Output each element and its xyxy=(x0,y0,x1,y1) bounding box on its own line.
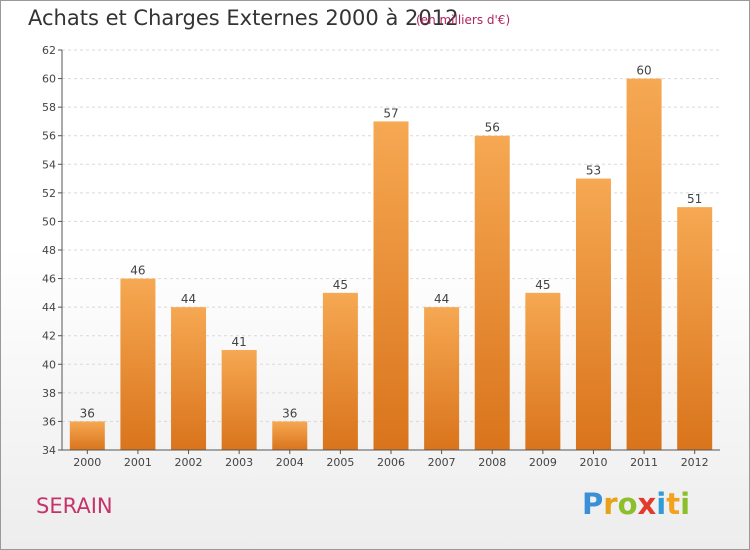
bar xyxy=(69,421,105,450)
bar-value-label: 36 xyxy=(282,406,297,420)
brand-letter: t xyxy=(666,487,681,521)
bar-value-label: 41 xyxy=(232,335,247,349)
bar-value-label: 44 xyxy=(181,292,196,306)
bar-value-label: 44 xyxy=(434,292,449,306)
bar-value-label: 53 xyxy=(586,164,601,178)
bar xyxy=(322,292,358,450)
x-tick-label: 2003 xyxy=(225,456,253,469)
bar xyxy=(171,307,207,450)
bar xyxy=(626,78,662,451)
x-tick-label: 2009 xyxy=(529,456,557,469)
bar xyxy=(525,292,561,450)
bar xyxy=(575,178,611,451)
y-tick-label: 62 xyxy=(42,44,56,57)
y-tick-label: 54 xyxy=(42,158,56,171)
x-tick-label: 2007 xyxy=(428,456,456,469)
x-tick-label: 2005 xyxy=(326,456,354,469)
location-name: SERAIN xyxy=(36,494,113,518)
y-tick-label: 48 xyxy=(42,244,56,257)
brand-letter: i xyxy=(656,487,667,521)
bar-value-label: 51 xyxy=(687,192,702,206)
brand-letter: x xyxy=(637,487,657,521)
x-tick-label: 2001 xyxy=(124,456,152,469)
x-tick-label: 2010 xyxy=(579,456,607,469)
y-tick-label: 40 xyxy=(42,358,56,371)
bar xyxy=(120,278,156,450)
brand-letter: r xyxy=(603,487,618,521)
y-tick-label: 58 xyxy=(42,101,56,114)
bar-value-label: 45 xyxy=(333,278,348,292)
x-tick-label: 2004 xyxy=(276,456,304,469)
brand-letter: P xyxy=(582,487,604,521)
bar-value-label: 45 xyxy=(535,278,550,292)
y-tick-label: 36 xyxy=(42,415,56,428)
y-tick-label: 38 xyxy=(42,387,56,400)
bar xyxy=(677,207,713,450)
bar xyxy=(272,421,308,450)
bar-layer xyxy=(69,78,713,451)
label-layer: 36 46 44 41 36 45 57 44 56 45 53 60 51 xyxy=(80,64,703,421)
x-tick-label: 2000 xyxy=(73,456,101,469)
x-tick-label: 2008 xyxy=(478,456,506,469)
y-tick-label: 34 xyxy=(42,444,56,457)
y-tick-label: 42 xyxy=(42,330,56,343)
bar-value-label: 56 xyxy=(485,121,500,135)
y-tick-label: 60 xyxy=(42,73,56,86)
x-tick-label: 2002 xyxy=(175,456,203,469)
bar-value-label: 60 xyxy=(636,64,651,78)
chart-subtitle: (en milliers d'€) xyxy=(416,13,511,27)
chart-title: Achats et Charges Externes 2000 à 2012 xyxy=(28,6,459,30)
y-tick-label: 46 xyxy=(42,273,56,286)
bar-value-label: 46 xyxy=(130,264,145,278)
y-tick-label: 56 xyxy=(42,130,56,143)
y-tick-label: 52 xyxy=(42,187,56,200)
y-tick-label: 44 xyxy=(42,301,56,314)
x-tick-label: 2012 xyxy=(681,456,709,469)
brand-letter: i xyxy=(680,487,691,521)
bar-value-label: 36 xyxy=(80,406,95,420)
bar xyxy=(373,121,409,450)
bar-value-label: 57 xyxy=(383,106,398,120)
axis-layer: 34 36 38 40 42 44 46 48 50 52 54 56 58 60 62 2000 2001 20… xyxy=(42,44,720,469)
brand-logo: Proxiti xyxy=(582,487,690,521)
y-tick-label: 50 xyxy=(42,215,56,228)
x-tick-label: 2006 xyxy=(377,456,405,469)
x-tick-label: 2011 xyxy=(630,456,658,469)
bar xyxy=(221,350,257,450)
brand-letter: o xyxy=(617,487,638,521)
bar xyxy=(424,307,460,450)
bar xyxy=(474,135,510,450)
